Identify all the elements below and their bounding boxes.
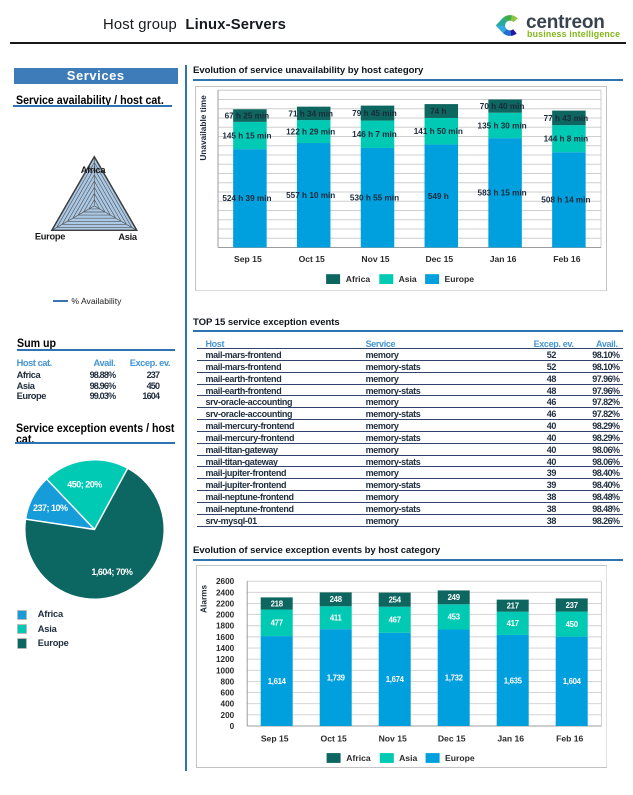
svg-text:Nov 15: Nov 15 xyxy=(361,254,389,264)
svg-text:417: 417 xyxy=(506,619,518,628)
svg-text:Africa: Africa xyxy=(346,274,371,284)
svg-text:146 h 7 min: 146 h 7 min xyxy=(352,130,397,139)
svg-text:Europe: Europe xyxy=(35,232,65,242)
svg-text:67 h 25 min: 67 h 25 min xyxy=(225,111,270,120)
svg-text:Dec 15: Dec 15 xyxy=(437,733,465,743)
svg-text:467: 467 xyxy=(388,615,400,624)
svg-text:Africa: Africa xyxy=(346,753,371,763)
svg-text:2600: 2600 xyxy=(215,577,234,586)
svg-text:508 h 14 min: 508 h 14 min xyxy=(541,196,590,205)
svg-text:Feb 16: Feb 16 xyxy=(553,254,580,264)
svg-text:Unavailable time: Unavailable time xyxy=(198,95,208,161)
svg-text:530 h 55 min: 530 h 55 min xyxy=(350,194,399,203)
svg-text:1,674: 1,674 xyxy=(385,675,404,684)
svg-text:2000: 2000 xyxy=(215,610,234,619)
svg-text:71 h 34 min: 71 h 34 min xyxy=(288,109,333,118)
svg-text:1600: 1600 xyxy=(215,632,234,641)
svg-text:74 h: 74 h xyxy=(430,107,446,116)
svg-text:Asia: Asia xyxy=(399,753,417,763)
svg-text:600: 600 xyxy=(220,688,234,697)
svg-text:145 h 15 min: 145 h 15 min xyxy=(222,131,271,140)
svg-text:583 h 15 min: 583 h 15 min xyxy=(478,189,527,198)
svg-text:Jan 16: Jan 16 xyxy=(497,733,524,743)
svg-text:450; 20%: 450; 20% xyxy=(67,480,102,490)
svg-text:Jan 16: Jan 16 xyxy=(490,254,517,264)
svg-text:2400: 2400 xyxy=(215,588,234,597)
svg-text:135 h 30 min: 135 h 30 min xyxy=(478,121,527,130)
svg-text:Europe: Europe xyxy=(445,753,475,763)
svg-text:800: 800 xyxy=(220,677,234,686)
svg-text:Oct 15: Oct 15 xyxy=(299,254,325,264)
svg-text:70 h 40 min: 70 h 40 min xyxy=(480,102,525,111)
svg-text:2200: 2200 xyxy=(215,599,234,608)
svg-text:557 h 10 min: 557 h 10 min xyxy=(286,191,335,200)
svg-text:477: 477 xyxy=(270,618,282,627)
svg-text:217: 217 xyxy=(506,601,518,610)
svg-text:524 h 39 min: 524 h 39 min xyxy=(222,194,271,203)
svg-text:Europe: Europe xyxy=(444,274,474,284)
svg-text:1,614: 1,614 xyxy=(267,676,286,685)
svg-text:450: 450 xyxy=(565,619,578,628)
svg-text:Oct 15: Oct 15 xyxy=(320,733,346,743)
svg-text:1,635: 1,635 xyxy=(503,676,522,685)
svg-text:Sep 15: Sep 15 xyxy=(260,733,288,743)
svg-text:77 h 43 min: 77 h 43 min xyxy=(544,114,589,123)
svg-text:218: 218 xyxy=(270,599,283,608)
svg-text:144 h 8 min: 144 h 8 min xyxy=(544,135,589,144)
svg-text:249: 249 xyxy=(447,593,460,602)
svg-text:1,604: 1,604 xyxy=(562,677,581,686)
svg-text:122 h 29 min: 122 h 29 min xyxy=(286,127,335,136)
svg-text:79 h 45 min: 79 h 45 min xyxy=(352,109,397,118)
svg-text:400: 400 xyxy=(220,699,234,708)
svg-text:1,604; 70%: 1,604; 70% xyxy=(91,567,133,577)
svg-text:1400: 1400 xyxy=(215,644,234,653)
svg-text:Asia: Asia xyxy=(399,274,417,284)
svg-text:Feb 16: Feb 16 xyxy=(556,733,583,743)
svg-text:1800: 1800 xyxy=(215,621,234,630)
svg-text:1000: 1000 xyxy=(215,666,234,675)
svg-text:Dec 15: Dec 15 xyxy=(425,254,453,264)
svg-text:Asia: Asia xyxy=(118,232,138,242)
svg-text:254: 254 xyxy=(388,595,401,604)
svg-text:1,732: 1,732 xyxy=(444,673,463,682)
svg-text:200: 200 xyxy=(220,710,234,719)
svg-text:453: 453 xyxy=(447,612,460,621)
svg-text:Sep 15: Sep 15 xyxy=(234,254,262,264)
svg-text:141 h 50 min: 141 h 50 min xyxy=(414,127,463,136)
svg-text:549 h: 549 h xyxy=(428,192,449,201)
svg-text:248: 248 xyxy=(329,595,342,604)
svg-text:1,739: 1,739 xyxy=(326,673,345,682)
svg-text:0: 0 xyxy=(229,722,234,731)
svg-text:Africa: Africa xyxy=(81,165,107,175)
svg-text:237: 237 xyxy=(565,600,577,609)
svg-text:Nov 15: Nov 15 xyxy=(378,733,406,743)
svg-text:1200: 1200 xyxy=(215,655,234,664)
svg-text:Alarms: Alarms xyxy=(198,584,208,613)
svg-text:237; 10%: 237; 10% xyxy=(33,503,68,513)
svg-text:411: 411 xyxy=(329,613,342,622)
